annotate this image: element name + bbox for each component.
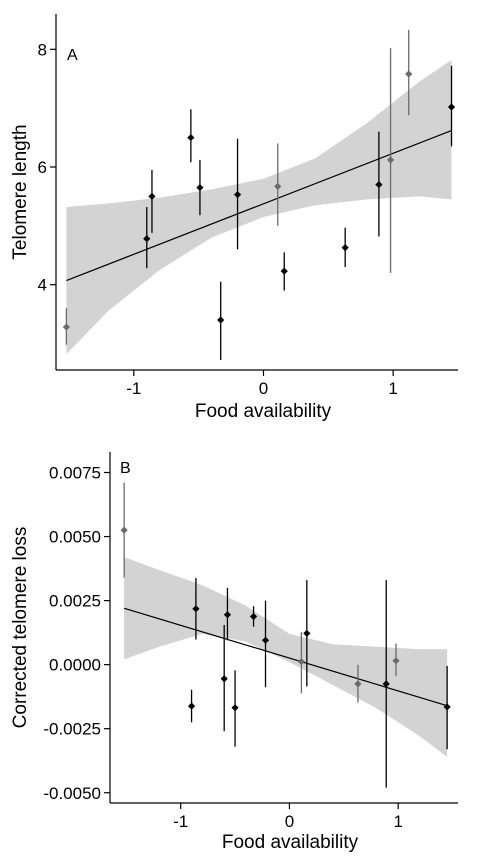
data-point: [341, 244, 349, 252]
data-point: [274, 182, 282, 191]
panel-a: -1 0 1 4 6 8 A Food availability Telomere len…: [10, 14, 458, 422]
data-point: [280, 267, 288, 275]
data-point: [375, 181, 383, 189]
data-point: [217, 316, 225, 324]
confidence-band: [66, 59, 452, 355]
x-tick-label: 0: [285, 812, 294, 831]
points-layer: [62, 29, 456, 360]
data-point: [220, 675, 228, 683]
fit-line-layer: [66, 129, 452, 282]
data-point: [187, 133, 195, 142]
data-point: [148, 192, 156, 201]
x-tick-label: -1: [126, 379, 141, 398]
data-point: [447, 103, 456, 111]
data-point: [392, 657, 400, 665]
panel-label: B: [120, 460, 131, 477]
axes-layer: -1 0 1 -0.0050 -0.0025 0.0000 0.0025 0.0050 0.00…: [43, 452, 458, 831]
data-point: [249, 612, 258, 621]
points-layer: [120, 482, 451, 788]
data-point: [120, 526, 128, 534]
x-tick-label: 1: [393, 812, 402, 831]
data-point: [354, 680, 362, 688]
data-point: [303, 629, 311, 637]
data-point: [196, 183, 204, 192]
x-axis-title: Food availability: [195, 401, 332, 422]
y-tick-label: 4: [38, 276, 47, 295]
y-tick-label: 0.0000: [49, 656, 101, 675]
data-point: [231, 704, 239, 712]
data-point: [223, 611, 232, 619]
x-tick-label: -1: [173, 812, 188, 831]
axes-layer: -1 0 1 4 6 8: [38, 14, 458, 398]
confidence-band-layer: [66, 59, 452, 355]
panel-label: A: [67, 47, 78, 64]
data-point: [192, 605, 200, 613]
data-point: [405, 70, 413, 78]
y-axis-title: Telomere length: [10, 124, 31, 259]
fit-line: [123, 607, 448, 707]
x-tick-label: 1: [388, 379, 397, 398]
fit-line: [66, 129, 452, 282]
data-point: [297, 657, 305, 666]
panel-b: -1 0 1 -0.0050 -0.0025 0.0000 0.0025 0.0050 0.00…: [10, 452, 458, 853]
x-axis-title: Food availability: [222, 832, 359, 853]
y-tick-label: 0.0050: [49, 528, 101, 547]
data-point: [386, 156, 395, 164]
y-tick-label: 8: [38, 40, 47, 59]
y-axis-title: Corrected telomere loss: [10, 527, 31, 729]
fit-line-layer: [123, 607, 448, 707]
data-point: [233, 191, 242, 199]
data-point: [261, 636, 270, 644]
y-tick-label: -0.0050: [43, 784, 101, 803]
y-tick-label: 0.0025: [49, 592, 101, 611]
data-point: [382, 680, 390, 688]
data-point: [62, 323, 70, 331]
y-tick-label: 6: [38, 158, 47, 177]
y-tick-label: -0.0025: [43, 720, 101, 739]
data-point: [443, 703, 451, 711]
data-point: [187, 702, 196, 710]
x-tick-label: 0: [259, 379, 268, 398]
y-tick-label: 0.0075: [49, 463, 101, 482]
data-point: [143, 235, 151, 243]
